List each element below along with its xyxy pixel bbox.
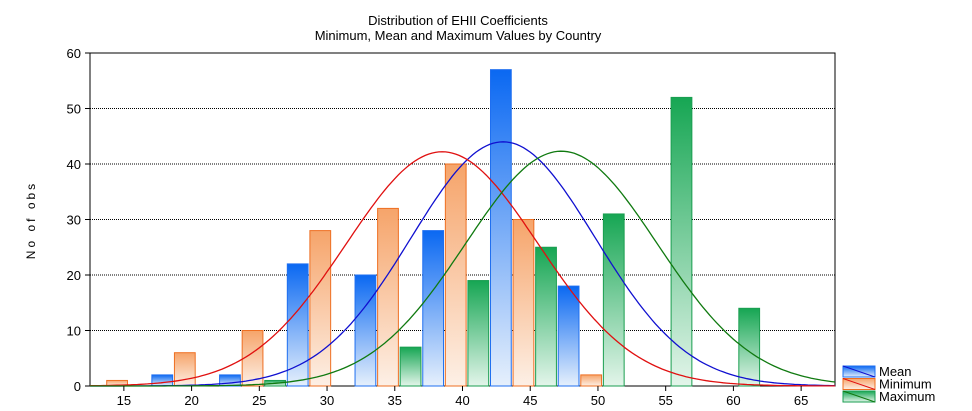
chart-subtitle: Minimum, Mean and Maximum Values by Coun… bbox=[315, 28, 602, 43]
bar-mean bbox=[151, 374, 174, 387]
legend-label: Maximum bbox=[879, 389, 935, 404]
y-axis-label: No of obs bbox=[24, 181, 38, 259]
bar-minimum bbox=[512, 219, 535, 387]
fit-curve-minimum bbox=[90, 151, 835, 387]
y-tick-label: 40 bbox=[67, 157, 81, 172]
fit-curve-maximum bbox=[90, 150, 836, 387]
x-tick-label: 55 bbox=[658, 393, 672, 408]
legend-label: Minimum bbox=[879, 377, 932, 392]
bar-mean bbox=[286, 263, 309, 387]
bar-maximum bbox=[399, 346, 422, 387]
bar-maximum bbox=[535, 246, 557, 387]
chart-title: Distribution of EHII Coefficients bbox=[368, 13, 548, 28]
legend-line bbox=[842, 378, 876, 390]
bars bbox=[106, 69, 761, 387]
x-tick-label: 65 bbox=[794, 393, 808, 408]
bar-minimum bbox=[241, 330, 264, 387]
legend-label: Mean bbox=[879, 364, 912, 379]
bar-mean bbox=[354, 274, 377, 387]
bar-mean bbox=[557, 285, 580, 387]
bar-mean bbox=[422, 230, 445, 387]
legend-line bbox=[842, 365, 876, 378]
y-tick-label: 0 bbox=[74, 379, 81, 394]
legend-line bbox=[842, 390, 876, 403]
fit-curves bbox=[90, 141, 836, 387]
y-tick-label: 20 bbox=[67, 268, 81, 283]
x-tick-label: 45 bbox=[523, 393, 537, 408]
y-tick-label: 10 bbox=[67, 324, 81, 339]
bar-minimum bbox=[444, 163, 467, 387]
x-tick-label: 50 bbox=[591, 393, 605, 408]
bar-minimum bbox=[580, 374, 603, 387]
x-tick-label: 35 bbox=[388, 393, 402, 408]
fit-curve-mean bbox=[90, 141, 835, 387]
y-tick-label: 30 bbox=[67, 213, 81, 228]
x-tick-label: 30 bbox=[320, 393, 334, 408]
bar-series-minimum bbox=[106, 163, 603, 387]
bar-maximum bbox=[670, 96, 693, 387]
y-tick-label: 50 bbox=[67, 102, 81, 117]
legend-item-maximum: Maximum bbox=[842, 389, 935, 404]
bar-maximum bbox=[602, 213, 625, 387]
bar-series-mean bbox=[151, 69, 580, 387]
x-tick-label: 40 bbox=[455, 393, 469, 408]
bar-mean bbox=[489, 69, 512, 387]
bar-minimum bbox=[309, 230, 332, 387]
x-tick-label: 15 bbox=[117, 393, 131, 408]
x-tick-label: 60 bbox=[726, 393, 740, 408]
axes: 0 10 20 30 40 50 60 15 20 25 30 35 40 45 50 55 60 65 bbox=[67, 46, 809, 408]
bar-minimum bbox=[377, 207, 399, 387]
legend-item-minimum: Minimum bbox=[842, 377, 932, 392]
bar-maximum bbox=[467, 280, 490, 387]
bar-maximum bbox=[738, 307, 761, 387]
legend-item-mean: Mean bbox=[842, 364, 912, 379]
y-tick-label: 60 bbox=[67, 46, 81, 61]
bar-mean bbox=[219, 374, 241, 387]
x-tick-label: 20 bbox=[184, 393, 198, 408]
x-tick-label: 25 bbox=[252, 393, 266, 408]
